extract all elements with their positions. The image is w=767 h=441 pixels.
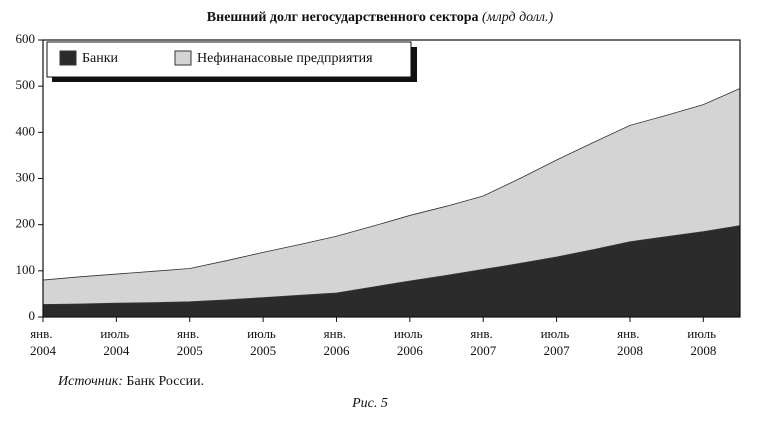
legend-swatch xyxy=(174,50,192,66)
source-text: Банк России. xyxy=(126,374,204,389)
x-tick-label: июль 2005 xyxy=(247,326,279,358)
y-tick-label: 400 xyxy=(16,123,36,138)
x-label-line: янв. xyxy=(30,326,56,341)
x-tick-label: янв. 2008 xyxy=(617,326,643,358)
x-tick-label: янв. 2004 xyxy=(30,326,57,358)
legend-label: Банки xyxy=(82,51,119,66)
source-label: Источник: xyxy=(57,374,123,389)
x-tick-label: июль 2008 xyxy=(687,326,719,358)
x-label-line: 2007 xyxy=(544,343,571,358)
x-label-line: 2006 xyxy=(397,343,424,358)
unit-text: (млрд долл.) xyxy=(482,10,554,25)
legend-box xyxy=(46,41,412,78)
chart-title: Внешний долг негосударственного сектора … xyxy=(207,10,554,25)
x-tick-label: июль 2004 xyxy=(100,326,132,358)
legend-swatch xyxy=(59,50,77,66)
y-tick-label: 300 xyxy=(16,169,36,184)
x-label-line: 2004 xyxy=(30,343,57,358)
caption: Рис. 5 xyxy=(351,396,388,411)
y-tick-label: 500 xyxy=(16,77,36,92)
x-label-line: 2008 xyxy=(690,343,716,358)
y-tick-label: 100 xyxy=(16,262,36,277)
legend-label: Нефинанасовые предприятия xyxy=(197,51,373,66)
x-label-line: 2004 xyxy=(103,343,130,358)
x-label-line: июль xyxy=(687,326,719,341)
x-tick-label: янв. 2006 xyxy=(323,326,350,358)
x-label-line: янв. xyxy=(470,326,496,341)
x-label-line: янв. xyxy=(617,326,643,341)
x-label-line: июль xyxy=(247,326,279,341)
source: Источник: Банк России. xyxy=(57,374,204,389)
x-tick-label: июль 2007 xyxy=(541,326,573,358)
x-label-line: июль xyxy=(394,326,426,341)
x-label-line: 2006 xyxy=(323,343,350,358)
x-label-line: июль xyxy=(100,326,132,341)
x-tick-label: янв. 2005 xyxy=(177,326,203,358)
y-tick-label: 600 xyxy=(16,31,36,46)
x-tick-label: янв. 2007 xyxy=(470,326,497,358)
y-tick-label: 200 xyxy=(16,216,36,231)
title-text: Внешний долг негосударственного сектора xyxy=(207,10,479,25)
x-label-line: 2008 xyxy=(617,343,643,358)
x-label-line: июль xyxy=(541,326,573,341)
x-label-line: 2005 xyxy=(177,343,203,358)
x-label-line: янв. xyxy=(324,326,350,341)
x-tick-label: июль 2006 xyxy=(394,326,426,358)
x-label-line: 2007 xyxy=(470,343,497,358)
x-label-line: 2005 xyxy=(250,343,276,358)
x-label-line: янв. xyxy=(177,326,203,341)
y-tick-label: 0 xyxy=(29,308,36,323)
